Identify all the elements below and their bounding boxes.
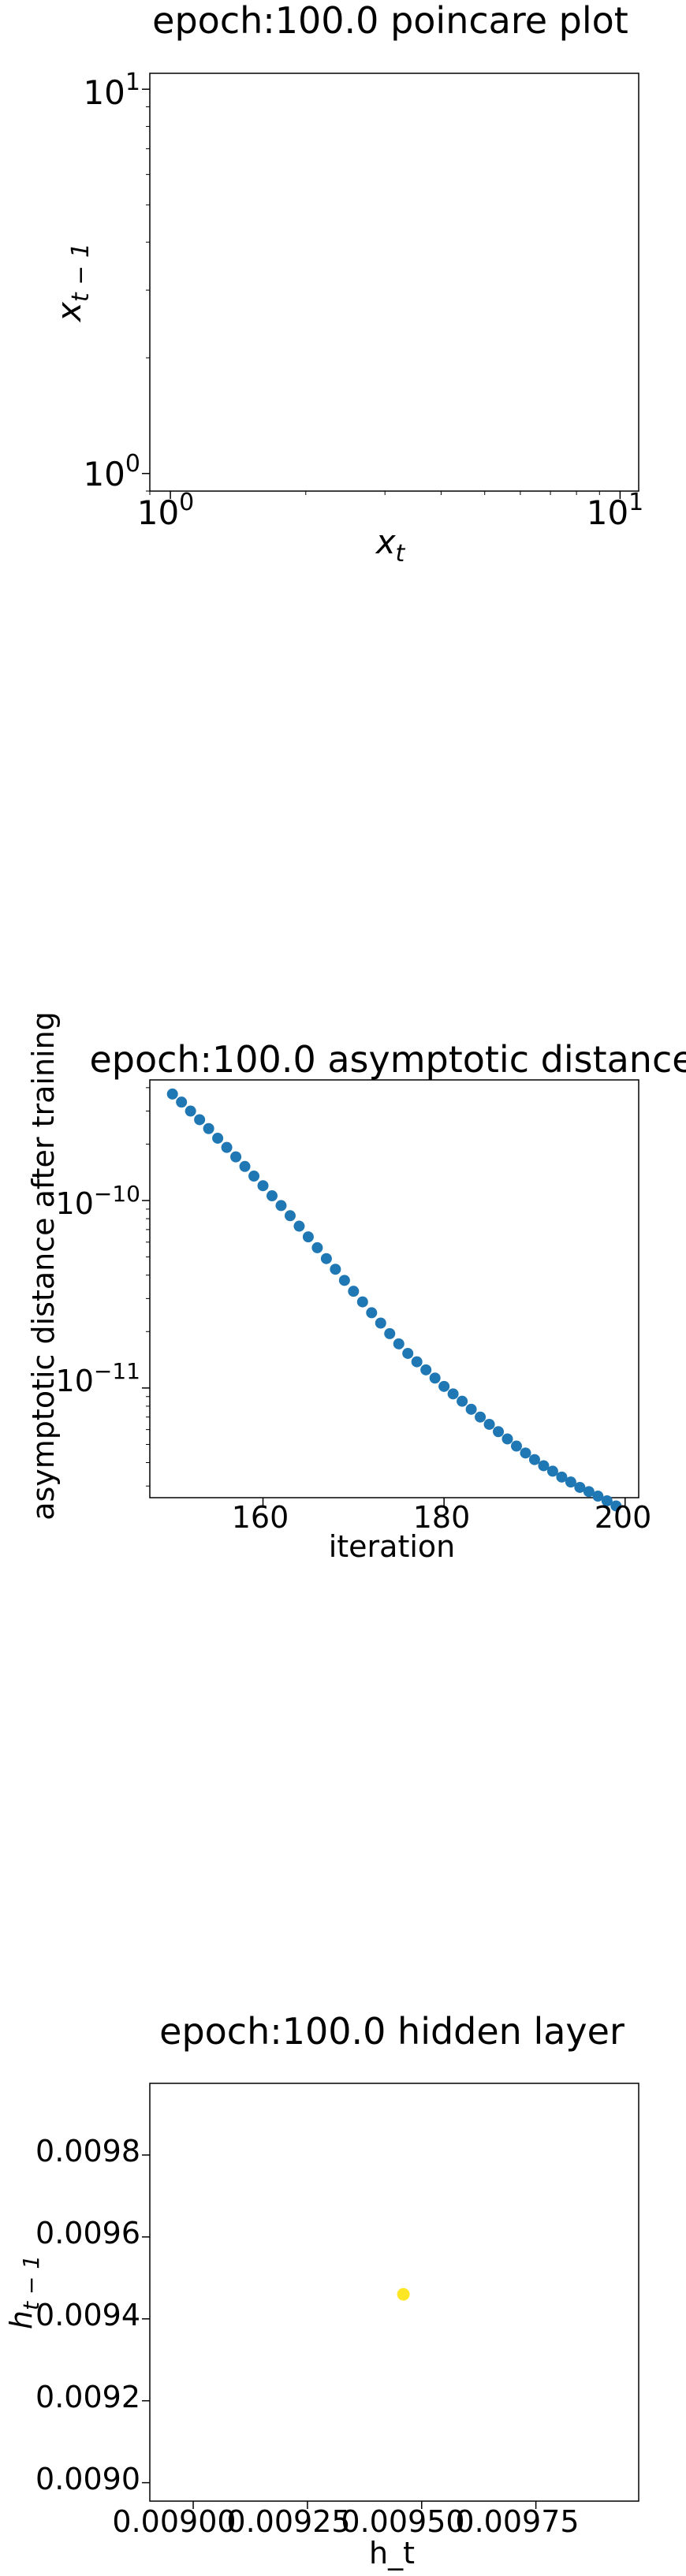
asymptotic-title: epoch:100.0 asymptotic distance [89, 1038, 686, 1081]
asymptotic-x-tick-label: 200 [595, 1500, 652, 1535]
asymptotic-x-axis-label: iteration [329, 1529, 456, 1564]
data-point [592, 1491, 604, 1502]
data-point [330, 1264, 341, 1275]
data-point [475, 1411, 487, 1423]
data-point [583, 1486, 595, 1498]
poincare-x-tick-label: 101 [587, 489, 644, 532]
data-point [483, 1418, 495, 1430]
data-point [221, 1141, 233, 1153]
data-point [501, 1433, 513, 1445]
hidden-layer-tick-marks [142, 2154, 537, 2509]
data-point [438, 1380, 450, 1392]
poincare-y-tick-label: 101 [83, 69, 140, 112]
asymptotic-y-axis-label: asymptotic distance after training [26, 1011, 61, 1521]
data-point [302, 1231, 314, 1243]
poincare-x-tick-label: 100 [137, 489, 195, 532]
poincare-plot-area [149, 73, 639, 492]
hidden-layer-x-tick-label: 0.00950 [341, 2504, 464, 2539]
data-point [212, 1132, 224, 1144]
hidden-layer-x-tick-label: 0.00975 [455, 2504, 579, 2539]
data-point [375, 1317, 386, 1329]
data-point [457, 1395, 468, 1407]
asymptotic-x-tick-label: 180 [413, 1500, 471, 1535]
data-point [546, 1465, 558, 1477]
poincare-x-axis-label: xt [375, 523, 406, 568]
data-point [420, 1364, 432, 1375]
asymptotic-x-tick-label: 160 [232, 1500, 289, 1535]
poincare-y-axis-label: xt − 1 [50, 243, 95, 323]
data-point [366, 1307, 378, 1319]
data-point [402, 1347, 414, 1359]
data-point [275, 1200, 287, 1212]
data-point [384, 1327, 396, 1339]
hidden-layer-x-tick-label: 0.00900 [112, 2504, 236, 2539]
hidden-layer-plot-area [149, 2083, 639, 2502]
data-point [601, 1495, 613, 1507]
data-point [610, 1500, 622, 1512]
hidden-layer-y-tick-label: 0.0092 [35, 2380, 140, 2414]
data-point [248, 1171, 260, 1182]
poincare-title: epoch:100.0 poincare plot [152, 0, 628, 42]
asymptotic-y-tick-label: 10−11 [56, 1358, 140, 1398]
data-point [166, 1088, 178, 1100]
data-point [520, 1447, 531, 1459]
data-point [284, 1210, 296, 1222]
data-point [257, 1180, 269, 1192]
data-point [465, 1403, 477, 1415]
data-point [538, 1460, 550, 1472]
asymptotic-y-tick-label: 10−10 [56, 1181, 140, 1221]
data-point [397, 2288, 410, 2301]
hidden-layer-y-tick-label: 0.0090 [35, 2462, 140, 2496]
poincare-y-tick-label: 100 [83, 450, 140, 493]
data-point [393, 1338, 405, 1349]
data-point [511, 1440, 522, 1452]
data-point [311, 1241, 323, 1253]
data-point [267, 1190, 278, 1202]
hidden-layer-x-axis-label: h_t [369, 2536, 415, 2570]
hidden-layer-y-axis-label: ht − 1 [4, 2255, 44, 2329]
poincare-tick-marks [142, 88, 621, 499]
asymptotic-plot-area [149, 1079, 639, 1498]
data-point [176, 1096, 188, 1108]
data-point [338, 1275, 350, 1286]
asymptotic-points [166, 1088, 622, 1512]
data-point [356, 1296, 368, 1308]
hidden-layer-y-tick-label: 0.0098 [35, 2134, 140, 2168]
poincare-plot: epoch:100.0 poincare plot 100 101 100 10… [50, 0, 643, 568]
data-point [230, 1151, 242, 1163]
data-point [185, 1105, 196, 1117]
data-point [411, 1356, 423, 1368]
hidden-layer-y-tick-label: 0.0094 [35, 2298, 140, 2332]
data-point [574, 1481, 586, 1493]
data-point [528, 1454, 540, 1465]
data-point [348, 1286, 360, 1297]
data-point [556, 1471, 568, 1483]
asymptotic-tick-marks [142, 1087, 626, 1506]
hidden-layer-title: epoch:100.0 hidden layer [159, 2010, 624, 2053]
asymptotic-distance-plot: epoch:100.0 asymptotic distance 160 180 … [26, 1011, 686, 1564]
data-point [493, 1426, 505, 1438]
data-point [429, 1372, 441, 1384]
data-point [447, 1388, 459, 1400]
hidden-layer-points [397, 2288, 410, 2301]
hidden-layer-x-tick-label: 0.00925 [226, 2504, 350, 2539]
data-point [565, 1476, 576, 1488]
data-point [194, 1114, 206, 1126]
data-point [203, 1122, 214, 1134]
data-point [320, 1253, 332, 1264]
data-point [293, 1220, 305, 1232]
hidden-layer-plot: epoch:100.0 hidden layer 0.00900 0.00925… [4, 2010, 639, 2570]
data-point [239, 1160, 251, 1172]
hidden-layer-y-tick-label: 0.0096 [35, 2216, 140, 2250]
